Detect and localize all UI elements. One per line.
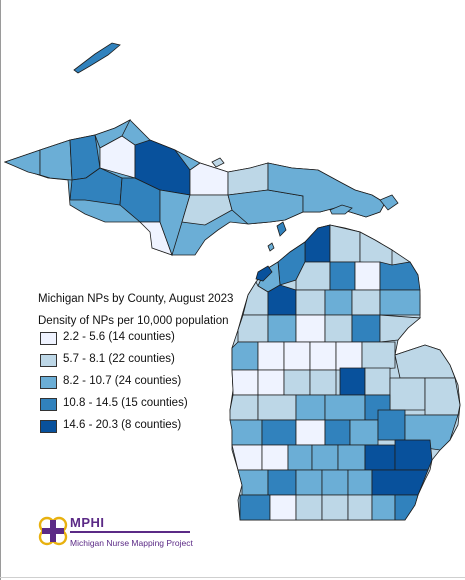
county-huron: [394, 344, 456, 379]
county-branch: [321, 494, 349, 521]
legend-label-class-3: 8.2 - 10.7 (24 counties): [63, 375, 182, 387]
county-oakland: [364, 444, 396, 471]
county-wayne: [371, 469, 429, 496]
legend-item-class-1: 2.2 - 5.6 (14 counties): [38, 328, 238, 350]
county-sanilac: [424, 377, 461, 416]
drummond-island: [379, 194, 399, 211]
county-hillsdale: [347, 494, 373, 521]
frame-left-border: [0, 0, 1, 580]
legend-swatch-class-1: [40, 332, 57, 345]
small-island-3: [211, 157, 225, 168]
county-clare: [309, 341, 337, 371]
county-mecosta: [283, 369, 311, 396]
county-saginaw: [324, 394, 366, 421]
county-lapeer: [377, 409, 406, 441]
county-isabella: [309, 369, 337, 396]
mphi-logo: MPHI Michigan Nurse Mapping Project: [36, 512, 206, 554]
mphi-emblem-icon: [38, 516, 68, 546]
county-grand-traverse: [267, 284, 297, 316]
legend-label-class-4: 10.8 - 14.5 (15 counties): [63, 397, 188, 409]
isle-royale: [73, 42, 121, 74]
county-montcalm: [257, 394, 297, 421]
legend-title: Michigan NPs by County, August 2023: [38, 293, 234, 305]
county-washtenaw: [347, 469, 373, 496]
county-alcona: [379, 289, 421, 316]
county-osceola: [283, 341, 311, 371]
county-ionia: [295, 419, 326, 446]
map-legend: Michigan NPs by County, August 2023 Dens…: [38, 292, 238, 438]
small-island-1: [267, 242, 275, 252]
county-monroe: [394, 494, 419, 521]
legend-swatch-class-4: [40, 398, 57, 411]
county-alger: [189, 162, 229, 196]
county-iosco: [379, 314, 422, 343]
county-berrien: [239, 494, 271, 521]
legend-swatch-class-3: [40, 376, 57, 389]
county-arenac: [361, 341, 396, 371]
beaver-island: [276, 221, 287, 237]
county-cheboygan: [329, 224, 361, 263]
legend-item-class-3: 8.2 - 10.7 (24 counties): [38, 372, 238, 394]
county-delta: [159, 189, 191, 257]
legend-label-class-5: 14.6 - 20.3 (8 counties): [63, 419, 182, 431]
county-alpena: [379, 261, 421, 291]
county-manistee: [237, 314, 269, 343]
county-st-joseph: [295, 494, 323, 521]
county-chippewa: [267, 162, 386, 218]
legend-subtitle: Density of NPs per 10,000 population: [38, 315, 229, 327]
county-gladwin: [335, 341, 363, 371]
county-jackson: [321, 469, 349, 496]
legend-label-class-2: 5.7 - 8.1 (22 counties): [63, 353, 175, 365]
county-missaukee: [295, 314, 326, 343]
county-roscommon: [324, 314, 353, 343]
county-menominee: [139, 221, 173, 256]
county-lake: [257, 341, 285, 371]
logo-name: MPHI: [70, 515, 105, 530]
county-kent: [261, 419, 297, 446]
county-shiawassee: [349, 419, 379, 446]
county-midland: [339, 367, 366, 396]
county-newaygo: [257, 369, 285, 396]
county-livingston: [337, 444, 366, 471]
legend-label-class-1: 2.2 - 5.6 (14 counties): [63, 331, 175, 343]
bois-blanc-island: [329, 204, 353, 215]
county-keweenaw: [94, 119, 131, 149]
logo-tagline: Michigan Nurse Mapping Project: [70, 538, 193, 548]
county-barry: [261, 444, 289, 471]
legend-swatch-class-5: [40, 420, 57, 433]
legend-swatch-class-2: [40, 354, 57, 367]
legend-item-class-4: 10.8 - 14.5 (15 counties): [38, 394, 238, 416]
county-bay: [364, 367, 391, 396]
county-otsego: [329, 261, 356, 291]
county-gratiot: [295, 394, 326, 421]
county-gogebic: [3, 149, 41, 176]
county-tuscola: [389, 377, 426, 411]
county-ontonagon: [39, 139, 73, 181]
county-presque-isle: [359, 231, 393, 266]
county-van-buren: [237, 469, 269, 496]
county-ingham: [311, 444, 339, 471]
county-oscoda: [351, 289, 381, 316]
county-montmorency: [354, 261, 381, 291]
county-calhoun: [295, 469, 323, 496]
county-kalamazoo: [267, 469, 297, 496]
frame-bottom-border: [0, 577, 465, 578]
county-crawford: [324, 289, 353, 316]
county-eaton: [287, 444, 313, 471]
county-lenawee: [371, 494, 396, 521]
county-kalkaska: [295, 289, 326, 316]
county-schoolcraft: [181, 194, 233, 226]
county-wexford: [267, 314, 297, 343]
county-emmet: [304, 224, 331, 263]
legend-item-class-2: 5.7 - 8.1 (22 counties): [38, 350, 238, 372]
county-ogemaw: [351, 314, 381, 343]
logo-underline: [70, 531, 190, 533]
county-clinton: [324, 419, 351, 446]
county-macomb: [394, 439, 433, 471]
small-island-2: [255, 265, 273, 282]
county-cass: [269, 494, 297, 521]
county-luce: [227, 162, 269, 196]
legend-item-class-5: 14.6 - 20.3 (8 counties): [38, 416, 238, 438]
